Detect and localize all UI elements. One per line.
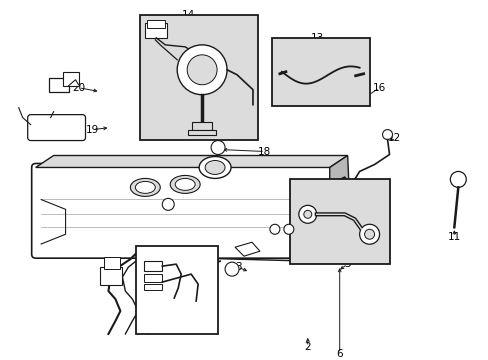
Ellipse shape [199, 157, 230, 179]
Polygon shape [235, 242, 260, 256]
Text: 6: 6 [336, 349, 342, 359]
Ellipse shape [135, 181, 155, 193]
Bar [104, 257, 120, 269]
Bar [144, 274, 162, 282]
Bar [145, 23, 167, 38]
Text: 15: 15 [253, 170, 266, 179]
Text: 16: 16 [372, 83, 386, 93]
Text: 7: 7 [303, 236, 309, 246]
Text: 20: 20 [72, 83, 85, 93]
Text: 9: 9 [264, 219, 271, 229]
Text: 17: 17 [303, 234, 316, 244]
Text: 12: 12 [148, 214, 162, 224]
Polygon shape [329, 156, 351, 254]
Circle shape [211, 140, 224, 154]
Circle shape [187, 55, 217, 85]
Bar [192, 122, 212, 130]
Text: 8: 8 [281, 219, 287, 229]
Bar [289, 179, 389, 264]
Circle shape [298, 205, 316, 223]
Polygon shape [36, 156, 347, 167]
Circle shape [284, 224, 293, 234]
Ellipse shape [170, 175, 200, 193]
Text: 13: 13 [310, 33, 324, 43]
Text: 12: 12 [387, 132, 400, 143]
Bar [188, 130, 216, 135]
Bar [100, 267, 122, 285]
Circle shape [303, 210, 311, 218]
Text: 4: 4 [147, 272, 153, 282]
FancyBboxPatch shape [32, 163, 333, 258]
Text: 11: 11 [447, 232, 460, 242]
Ellipse shape [175, 179, 195, 190]
Bar [144, 284, 162, 290]
FancyBboxPatch shape [28, 114, 85, 140]
Bar [271, 38, 369, 106]
Text: 5: 5 [366, 183, 372, 192]
Ellipse shape [130, 179, 160, 196]
Circle shape [224, 262, 239, 276]
Text: 18: 18 [258, 147, 271, 157]
Circle shape [359, 224, 379, 244]
Circle shape [364, 229, 374, 239]
Text: 14: 14 [181, 10, 194, 20]
Text: 1: 1 [267, 183, 274, 193]
Ellipse shape [204, 161, 224, 175]
Text: 3: 3 [344, 259, 350, 269]
Circle shape [382, 130, 392, 140]
Bar [62, 72, 79, 86]
Polygon shape [51, 242, 351, 262]
Text: 3: 3 [234, 262, 241, 272]
Bar [48, 78, 68, 92]
Circle shape [269, 224, 279, 234]
Text: 2: 2 [304, 342, 310, 352]
Text: 19: 19 [86, 125, 99, 135]
Circle shape [177, 45, 226, 95]
Bar [147, 20, 165, 28]
Bar [144, 261, 162, 271]
Bar [136, 246, 218, 334]
Circle shape [449, 171, 466, 188]
Bar [140, 15, 258, 140]
Circle shape [162, 198, 174, 210]
Text: 10: 10 [218, 246, 231, 256]
